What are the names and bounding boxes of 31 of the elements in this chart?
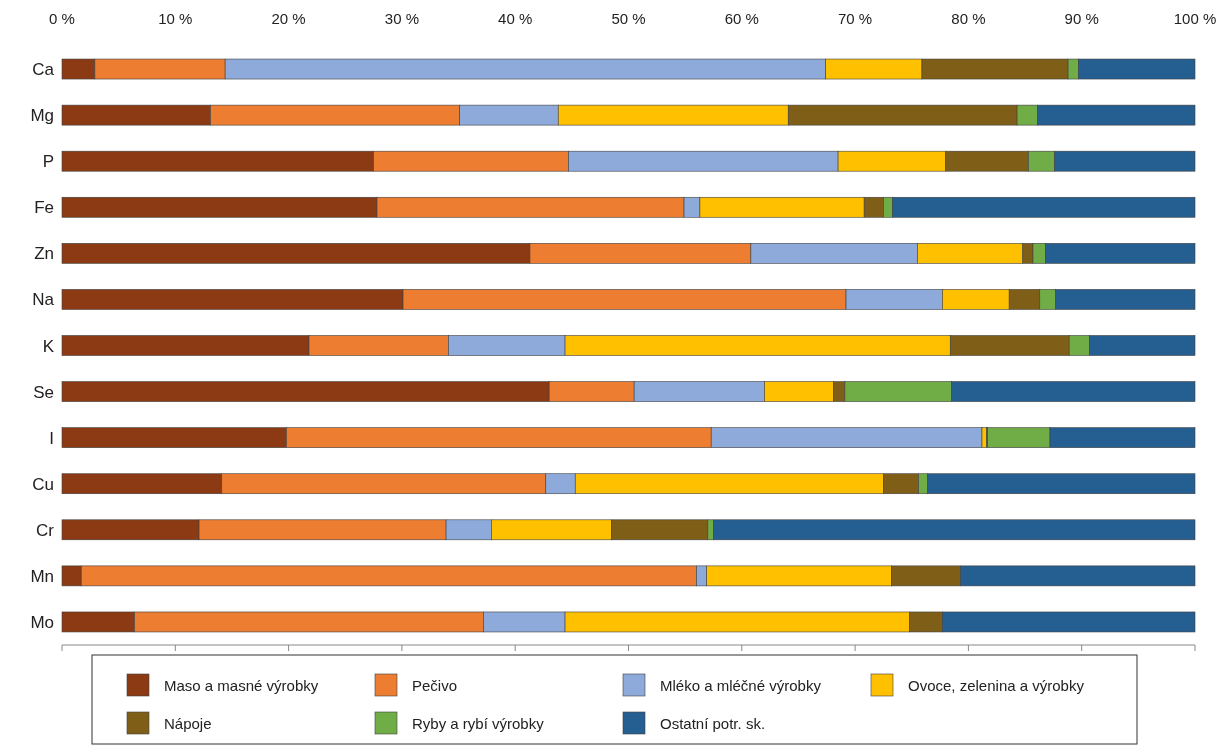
x-tick-label: 20 % [271, 10, 306, 27]
legend-label: Mléko a mléčné výrobky [660, 677, 822, 694]
legend-label: Ostatní potr. sk. [660, 715, 766, 732]
y-tick-label: Fe [34, 198, 54, 218]
y-tick-label: Ca [32, 60, 55, 80]
y-tick-label: Mo [30, 612, 54, 632]
y-tick-label: Na [32, 290, 55, 310]
x-tick-label: 50 % [611, 10, 646, 27]
y-tick-label: P [42, 152, 54, 172]
legend-label: Ryby a rybí výrobky [412, 715, 545, 732]
x-tick-label: 70 % [838, 10, 873, 27]
x-tick-label: 100 % [1173, 10, 1217, 27]
x-tick-label: 90 % [1064, 10, 1099, 27]
x-tick-label: 30 % [384, 10, 419, 27]
y-tick-label: K [42, 336, 55, 356]
x-tick-label: 0 % [49, 10, 75, 27]
legend-label: Ovoce, zelenina a výrobky [908, 677, 1085, 694]
y-tick-label: I [49, 428, 54, 448]
legend-label: Pečivo [412, 677, 458, 694]
legend-label: Nápoje [164, 715, 212, 732]
y-tick-label: Mg [30, 106, 54, 126]
y-tick-label: Mn [30, 566, 54, 586]
y-tick-label: Cu [32, 474, 54, 494]
x-tick-label: 10 % [158, 10, 193, 27]
y-tick-label: Cr [36, 520, 55, 540]
y-tick-label: Zn [34, 244, 54, 264]
x-tick-label: 40 % [498, 10, 533, 27]
x-tick-label: 60 % [724, 10, 759, 27]
y-tick-label: Se [33, 382, 54, 402]
legend-label: Maso a masné výrobky [164, 677, 319, 694]
x-tick-label: 80 % [951, 10, 986, 27]
